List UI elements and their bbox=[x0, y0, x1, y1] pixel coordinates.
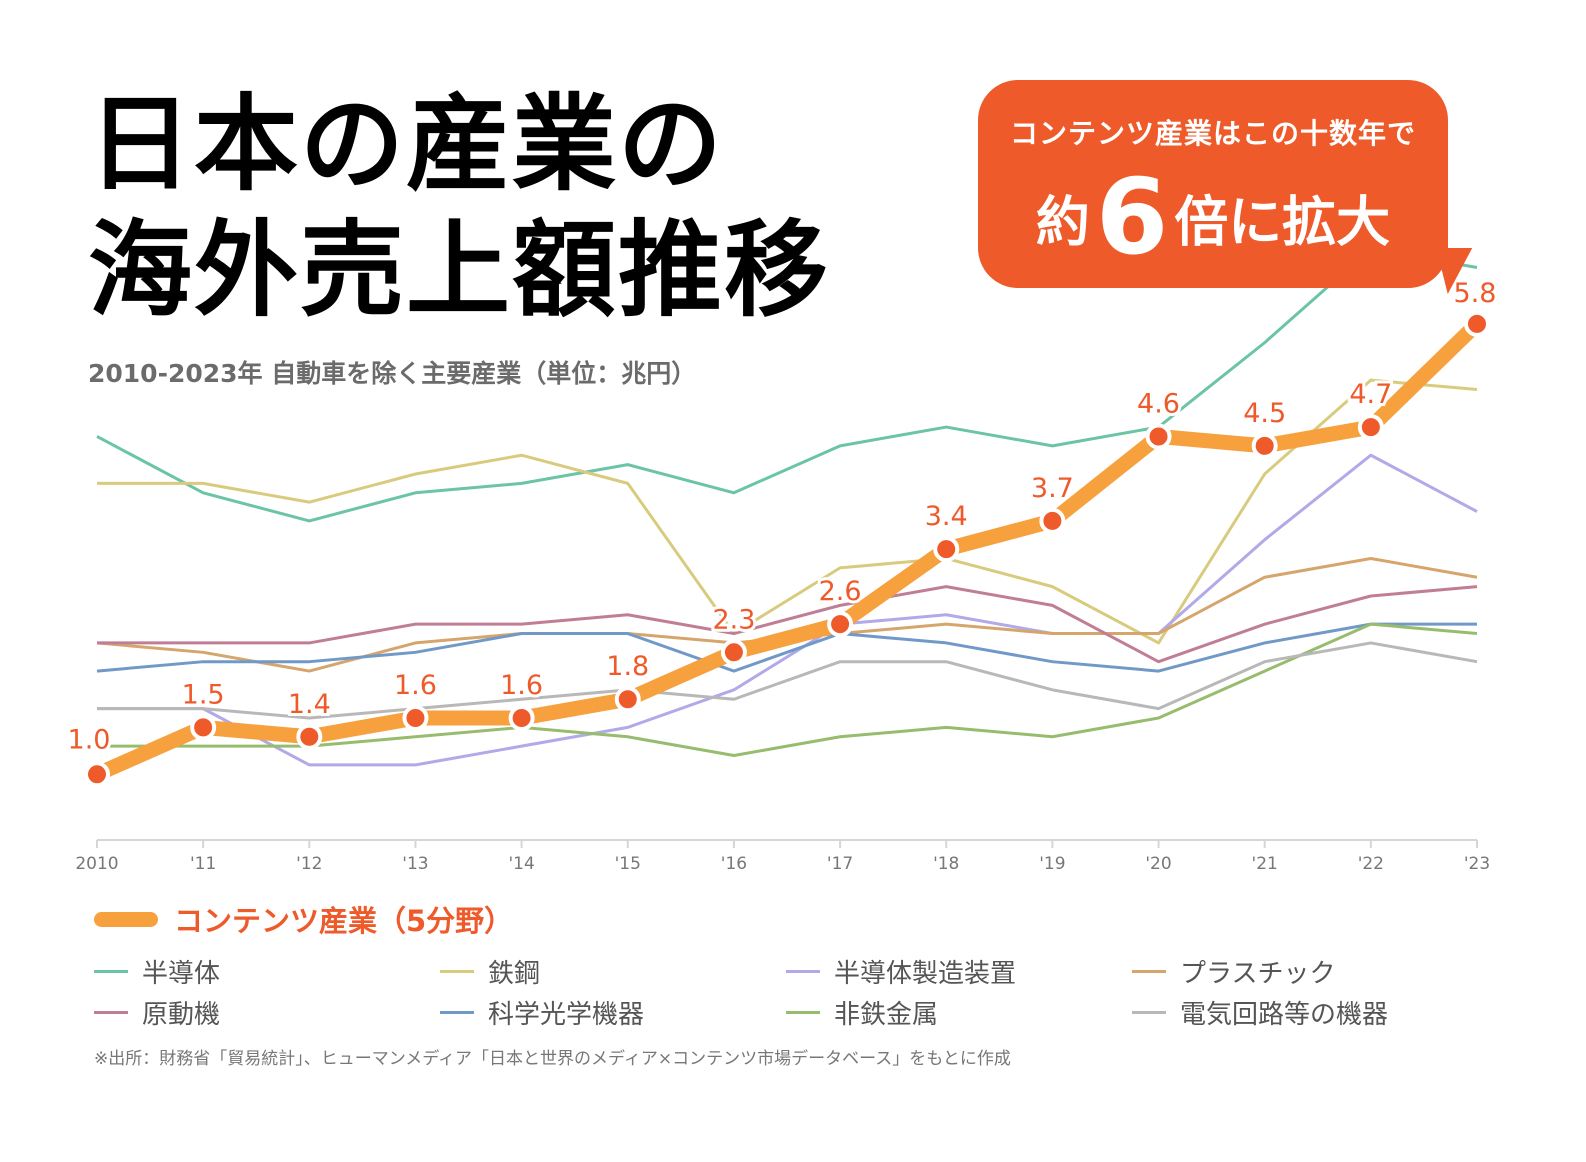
callout-big-number: 6 bbox=[1095, 156, 1169, 278]
highlight-data-label: 4.5 bbox=[1243, 398, 1286, 429]
legend-label: プラスチック bbox=[1180, 959, 1336, 989]
highlight-data-label: 1.8 bbox=[606, 651, 649, 682]
source-note: ※出所：財務省「貿易統計」、ヒューマンメディア「日本と世界のメディア×コンテンツ… bbox=[94, 1049, 1011, 1069]
highlight-point bbox=[933, 536, 960, 563]
x-tick-label: '17 bbox=[827, 854, 853, 874]
highlight-point bbox=[1464, 310, 1490, 337]
chart-subtitle: 2010-2023年 自動車を除く主要産業（単位：兆円） bbox=[88, 359, 697, 388]
x-tick-label: '19 bbox=[1039, 854, 1065, 874]
highlight-data-label: 1.0 bbox=[68, 724, 111, 755]
legend-swatch bbox=[440, 970, 474, 973]
highlight-data-label: 1.6 bbox=[394, 670, 437, 701]
highlight-data-label: 2.3 bbox=[712, 604, 755, 635]
legend-item: 半導体製造装置 bbox=[786, 953, 1016, 990]
highlight-data-label: 4.6 bbox=[1137, 388, 1180, 419]
highlight-point bbox=[508, 705, 535, 731]
callout-suffix: 倍に拡大 bbox=[1174, 190, 1391, 254]
highlight-data-label: 4.7 bbox=[1349, 379, 1392, 410]
x-tick-label: '21 bbox=[1252, 854, 1278, 874]
x-tick-label: '16 bbox=[721, 854, 747, 874]
legend-item: 原動機 bbox=[94, 994, 220, 1031]
highlight-data-label: 1.5 bbox=[182, 679, 225, 710]
highlight-point bbox=[190, 714, 217, 741]
callout-bubble: コンテンツ産業はこの十数年で 約6 倍に拡大 bbox=[978, 80, 1448, 288]
series-line bbox=[97, 378, 1478, 645]
x-tick-label: '14 bbox=[508, 854, 534, 874]
legend-highlight-label: コンテンツ産業（5分野） bbox=[174, 904, 514, 938]
highlight-point bbox=[1251, 432, 1278, 459]
highlight-point bbox=[402, 705, 429, 731]
x-tick-label: '22 bbox=[1358, 854, 1384, 874]
series-line bbox=[96, 622, 1477, 673]
highlight-series-line bbox=[89, 316, 1485, 782]
legend-swatch bbox=[1132, 970, 1166, 973]
series-line bbox=[96, 556, 1478, 673]
highlight-point bbox=[1145, 423, 1172, 450]
highlight-data-label: 3.7 bbox=[1031, 473, 1074, 504]
legend-label: 非鉄金属 bbox=[834, 1000, 939, 1030]
legend-item: 鉄鋼 bbox=[440, 953, 540, 990]
legend-swatch bbox=[786, 970, 820, 973]
legend-label: 電気回路等の機器 bbox=[1180, 1000, 1389, 1030]
highlight-point bbox=[1357, 414, 1384, 441]
legend-highlight: コンテンツ産業（5分野） bbox=[94, 898, 513, 940]
legend-item: 電気回路等の機器 bbox=[1132, 994, 1388, 1031]
legend-swatch bbox=[440, 1011, 474, 1014]
series-line bbox=[97, 641, 1478, 720]
highlight-point bbox=[720, 639, 747, 666]
series-line bbox=[97, 622, 1478, 758]
legend-item: 科学光学機器 bbox=[440, 994, 644, 1031]
legend-label: 科学光学機器 bbox=[488, 1000, 645, 1030]
page-title-line2: 海外売上額推移 bbox=[88, 209, 831, 331]
callout-prefix: 約 bbox=[1035, 190, 1090, 254]
highlight-data-label: 2.6 bbox=[819, 576, 862, 607]
highlight-point bbox=[1039, 507, 1066, 534]
x-tick-label: '11 bbox=[190, 854, 216, 874]
x-tick-label: '12 bbox=[296, 854, 322, 874]
x-tick-label: '23 bbox=[1464, 854, 1490, 874]
series-line bbox=[96, 247, 1478, 523]
legend-label: 原動機 bbox=[142, 1000, 221, 1030]
highlight-point bbox=[614, 686, 641, 713]
highlight-data-label: 1.6 bbox=[500, 670, 543, 701]
legend-highlight-swatch bbox=[94, 911, 158, 927]
legend-label: 半導体製造装置 bbox=[834, 959, 1017, 989]
legend-item: 半導体 bbox=[94, 953, 220, 990]
x-tick-label: '18 bbox=[933, 854, 959, 874]
series-line bbox=[97, 585, 1478, 664]
legend-swatch bbox=[94, 970, 128, 973]
legend-swatch bbox=[786, 1011, 820, 1014]
legend-swatch bbox=[94, 1011, 128, 1014]
callout-headline: 約6 倍に拡大 bbox=[978, 156, 1448, 278]
callout-text: コンテンツ産業はこの十数年で bbox=[1009, 117, 1416, 150]
page-title-line1: 日本の産業の bbox=[88, 83, 725, 205]
highlight-point bbox=[827, 611, 854, 638]
series-line bbox=[97, 453, 1478, 767]
legend-item: 非鉄金属 bbox=[786, 994, 938, 1031]
x-tick-label: 2010 bbox=[75, 854, 118, 874]
legend-label: 鉄鋼 bbox=[488, 959, 541, 989]
highlight-data-label: 3.4 bbox=[925, 501, 968, 532]
x-tick-label: '15 bbox=[615, 854, 641, 874]
highlight-data-label: 5.8 bbox=[1454, 278, 1497, 309]
legend-item: プラスチック bbox=[1132, 953, 1335, 990]
x-tick-label: '20 bbox=[1145, 854, 1171, 874]
legend-label: 半導体 bbox=[142, 959, 221, 989]
x-tick-label: '13 bbox=[402, 854, 428, 874]
highlight-point bbox=[84, 761, 110, 788]
legend-swatch bbox=[1132, 1011, 1166, 1014]
highlight-data-label: 1.4 bbox=[288, 689, 331, 720]
highlight-point bbox=[296, 723, 323, 750]
